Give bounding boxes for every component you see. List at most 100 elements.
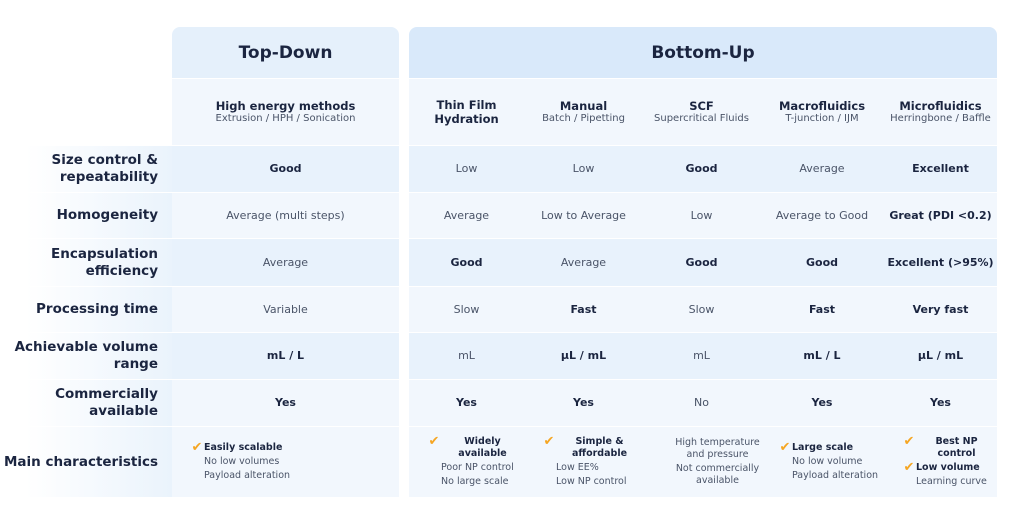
method-header: Microfluidics Herringbone / Baffle: [884, 79, 997, 145]
method-header: Macrofluidics T-junction / IJM: [760, 79, 884, 145]
group-header-top-down: Top-Down: [172, 27, 399, 78]
characteristic-item: ✔ Simple & affordable: [542, 434, 643, 460]
method-name: Macrofluidics: [778, 99, 866, 113]
characteristic-item: Low EE%: [542, 462, 599, 474]
characteristic-text: High temperature and pressure: [675, 437, 760, 460]
characteristic-item: ✔ Large scale: [778, 440, 854, 455]
table-cell: mL / L: [760, 333, 884, 379]
characteristics-cell: High temperature and pressure Not commerc…: [643, 427, 760, 497]
checkmark-icon: ✔: [903, 434, 915, 449]
characteristic-text: Low NP control: [556, 476, 627, 487]
table-cell: Average to Good: [760, 193, 884, 238]
table-cell: Low: [524, 146, 643, 192]
characteristic-text: Payload alteration: [792, 470, 879, 481]
characteristic-text: No large scale: [441, 476, 509, 487]
checkmark-icon: ✔: [191, 440, 203, 455]
table-cell: Slow: [409, 287, 524, 332]
method-subtitle: Herringbone / Baffle: [890, 113, 991, 124]
method-header: Thin Film Hydration: [409, 79, 524, 145]
table-cell: Yes: [172, 380, 399, 426]
table-cell: Variable: [172, 287, 399, 332]
table-cell: Fast: [760, 287, 884, 332]
row-label: Processing time: [0, 287, 172, 332]
characteristic-item: Payload alteration: [190, 470, 290, 482]
characteristic-text: Easily scalable: [204, 442, 283, 453]
method-subtitle: Batch / Pipetting: [542, 113, 625, 124]
characteristics-cell: ✔ Widely available Poor NP control No large…: [409, 427, 524, 497]
row-label: Commercially available: [0, 380, 172, 426]
characteristics-cell: ✔ Simple & affordable Low EE% Low NP contro…: [524, 427, 643, 497]
table-cell: Great (PDI <0.2): [884, 193, 997, 238]
method-name: Microfluidics: [899, 99, 982, 113]
characteristic-item: Learning curve: [902, 476, 987, 488]
table-cell: Good: [643, 239, 760, 286]
checkmark-icon: ✔: [903, 460, 915, 475]
method-subtitle: Extrusion / HPH / Sonication: [215, 113, 356, 124]
row-label: Achievable volume range: [0, 333, 172, 379]
table-cell: µL / mL: [884, 333, 997, 379]
characteristic-item: Not commercially available: [661, 463, 760, 487]
characteristic-item: No low volumes: [190, 456, 279, 468]
table-cell: No: [643, 380, 760, 426]
table-cell: mL: [409, 333, 524, 379]
table-cell: Excellent: [884, 146, 997, 192]
table-cell: Fast: [524, 287, 643, 332]
row-label: Homogeneity: [0, 193, 172, 238]
table-cell: Low: [409, 146, 524, 192]
table-cell: Average (multi steps): [172, 193, 399, 238]
table-cell: mL: [643, 333, 760, 379]
table-cell: Yes: [884, 380, 997, 426]
method-name: High energy methods: [215, 99, 356, 113]
comparison-table: Top-Down Bottom-Up High energy methods Ex…: [0, 27, 997, 497]
characteristics-cell: ✔ Large scale No low volume Payload alterat…: [760, 427, 884, 497]
table-cell: Good: [409, 239, 524, 286]
characteristic-text: Payload alteration: [204, 470, 291, 481]
table-cell: Average: [409, 193, 524, 238]
characteristic-text: Not commercially available: [675, 463, 760, 486]
table-cell: Low to Average: [524, 193, 643, 238]
method-header: SCF Supercritical Fluids: [643, 79, 760, 145]
characteristic-text: Learning curve: [916, 476, 987, 487]
characteristic-text: No low volumes: [204, 456, 280, 467]
characteristic-item: ✔ Easily scalable: [190, 440, 283, 455]
table-cell: Good: [172, 146, 399, 192]
table-cell: µL / mL: [524, 333, 643, 379]
table-cell: Average: [524, 239, 643, 286]
table-cell: Average: [172, 239, 399, 286]
characteristics-cell: ✔ Easily scalable No low volumes Payload al…: [172, 427, 399, 497]
checkmark-icon: ✔: [779, 440, 791, 455]
table-cell: mL / L: [172, 333, 399, 379]
table-cell: Slow: [643, 287, 760, 332]
table-cell: Yes: [524, 380, 643, 426]
characteristic-item: High temperature and pressure: [661, 437, 760, 461]
characteristic-item: No low volume: [778, 456, 862, 468]
characteristic-item: ✔ Best NP control: [902, 434, 997, 460]
characteristics-cell: ✔ Best NP control ✔ Low volume Learning curv…: [884, 427, 997, 497]
row-label: Main characteristics: [0, 427, 172, 497]
characteristic-text: Best NP control: [935, 436, 978, 459]
characteristic-text: Widely available: [458, 436, 507, 459]
characteristic-text: Low EE%: [556, 462, 599, 473]
checkmark-icon: ✔: [543, 434, 555, 449]
table-cell: Yes: [409, 380, 524, 426]
method-header: Manual Batch / Pipetting: [524, 79, 643, 145]
method-header: High energy methods Extrusion / HPH / Son…: [172, 79, 399, 145]
method-name: Thin Film Hydration: [434, 98, 499, 126]
characteristic-text: Large scale: [792, 442, 854, 453]
table-cell: Average: [760, 146, 884, 192]
characteristic-item: ✔ Widely available: [427, 434, 524, 460]
table-cell: Very fast: [884, 287, 997, 332]
characteristic-item: Payload alteration: [778, 470, 878, 482]
row-label: Encapsulation efficiency: [0, 239, 172, 286]
checkmark-icon: ✔: [428, 434, 440, 449]
characteristic-text: Poor NP control: [441, 462, 514, 473]
table-cell: Excellent (>95%): [884, 239, 997, 286]
characteristic-item: Poor NP control: [427, 462, 514, 474]
table-cell: Good: [760, 239, 884, 286]
characteristic-item: No large scale: [427, 476, 509, 488]
characteristic-text: Low volume: [916, 462, 980, 473]
table-cell: Low: [643, 193, 760, 238]
characteristic-item: ✔ Low volume: [902, 460, 980, 475]
row-label: Size control & repeatability: [0, 146, 172, 192]
table-cell: Yes: [760, 380, 884, 426]
